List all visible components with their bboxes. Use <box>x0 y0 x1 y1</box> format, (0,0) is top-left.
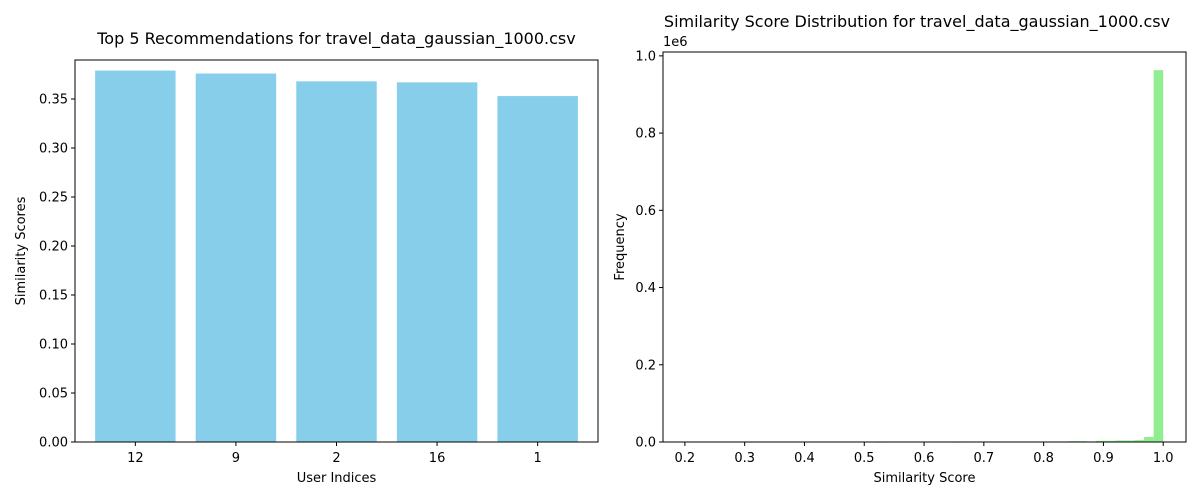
y-tick-label: 0.25 <box>39 191 68 206</box>
histogram-bar <box>1124 440 1135 442</box>
histogram-bar <box>1153 70 1164 443</box>
y-tick-label: 0.00 <box>39 436 68 451</box>
chart-title: Similarity Score Distribution for travel… <box>664 12 1170 32</box>
y-tick-label: 0.6 <box>635 204 656 219</box>
x-tick-label: 9 <box>232 451 240 466</box>
x-axis-label: User Indices <box>297 471 377 486</box>
x-tick-label: 0.5 <box>854 451 875 466</box>
y-tick-label: 0.8 <box>635 127 656 142</box>
similarity-histogram: Similarity Score Distribution for travel… <box>613 12 1187 486</box>
x-tick-label: 0.6 <box>914 451 935 466</box>
x-tick-label: 0.4 <box>794 451 815 466</box>
y-tick-label: 0.30 <box>39 142 68 157</box>
x-tick-label: 1 <box>534 451 542 466</box>
y-tick-label: 0.20 <box>39 240 68 255</box>
y-tick-label: 1.0 <box>635 49 656 64</box>
recommendations-bar-chart: Top 5 Recommendations for travel_data_ga… <box>14 29 599 486</box>
x-tick-label: 0.8 <box>1033 451 1054 466</box>
bar <box>396 82 478 443</box>
y-tick-label: 0.05 <box>39 387 68 402</box>
x-tick-label: 0.2 <box>675 451 696 466</box>
y-scale-offset-label: 1e6 <box>663 35 688 50</box>
bar <box>497 96 578 442</box>
x-tick-label: 12 <box>127 451 144 466</box>
y-tick-label: 0.0 <box>635 436 656 451</box>
y-axis-label: Similarity Scores <box>14 196 29 305</box>
y-tick-label: 0.10 <box>39 338 68 353</box>
x-tick-label: 0.7 <box>973 451 994 466</box>
x-tick-label: 2 <box>332 451 340 466</box>
y-tick-label: 0.35 <box>39 93 68 108</box>
y-tick-label: 0.4 <box>635 281 656 296</box>
bar <box>195 73 277 442</box>
x-tick-label: 16 <box>429 451 446 466</box>
plot-frame <box>74 59 599 443</box>
histogram-bar <box>1134 440 1145 442</box>
bar <box>296 81 377 443</box>
histogram-bar <box>1105 440 1116 442</box>
y-axis-label: Frequency <box>613 213 628 280</box>
histogram-bar <box>1144 436 1154 442</box>
chart-title: Top 5 Recommendations for travel_data_ga… <box>96 29 575 49</box>
y-tick-label: 0.15 <box>39 289 68 304</box>
x-tick-label: 0.9 <box>1093 451 1114 466</box>
plot-frame <box>662 51 1187 443</box>
histogram-bar <box>1115 440 1125 442</box>
x-tick-label: 1.0 <box>1153 451 1174 466</box>
y-tick-label: 0.2 <box>635 358 656 373</box>
x-axis-label: Similarity Score <box>873 471 975 486</box>
x-tick-label: 0.3 <box>734 451 755 466</box>
histogram-bar <box>1096 440 1106 442</box>
bar <box>95 70 176 442</box>
